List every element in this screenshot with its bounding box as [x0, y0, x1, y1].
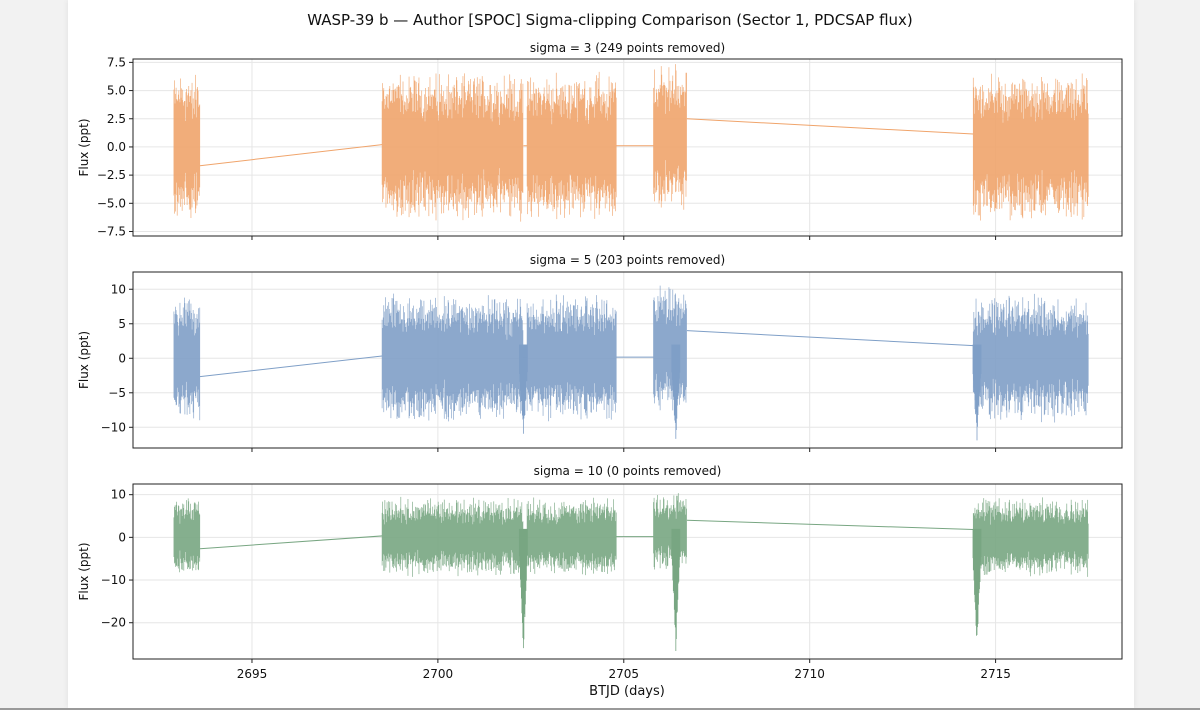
gap-connector-line	[199, 355, 383, 378]
gap-connector-line	[199, 535, 383, 550]
flux-series-segment	[173, 74, 201, 218]
x-tick-label: 2705	[609, 667, 640, 681]
transit-dip	[671, 344, 681, 439]
flux-series-segment	[173, 498, 201, 573]
x-axis-label: BTJD (days)	[589, 684, 665, 699]
y-tick-label: 2.5	[107, 112, 126, 126]
y-tick-label: 0.0	[107, 140, 126, 154]
flux-series-segment	[653, 285, 687, 411]
flux-series-segment	[972, 293, 1089, 423]
flux-series-segment	[653, 64, 687, 210]
panel-subtitle: sigma = 5 (203 points removed)	[530, 253, 725, 267]
flux-series-segment	[526, 71, 617, 220]
flux-series-segment	[381, 73, 524, 222]
y-tick-label: −20	[101, 616, 126, 630]
flux-series-segment	[381, 293, 524, 422]
flux-series-segment	[381, 496, 524, 577]
transit-dip	[671, 528, 681, 652]
gap-connector-line	[686, 330, 974, 347]
y-tick-label: −10	[101, 573, 126, 587]
panel-2: 10 5 0 −5 −10 sigma = 5 (203 points removed) F…	[77, 253, 1123, 452]
transit-dip	[518, 528, 528, 649]
y-tick-label: −5.0	[97, 196, 126, 210]
x-tick-label: 2700	[423, 667, 454, 681]
transit-dip	[972, 528, 982, 636]
x-tick-label: 2715	[980, 667, 1011, 681]
flux-series-segment	[526, 497, 617, 576]
transit-dip	[972, 344, 982, 441]
y-tick-label: −10	[101, 420, 126, 434]
y-tick-label: 0	[118, 351, 126, 365]
gap-connector-line	[199, 144, 383, 167]
axes-frame	[132, 271, 1123, 449]
y-tick-label: 7.5	[107, 55, 126, 69]
panel-1: 7.5 5.0 2.5 0.0 −2.5 −5.0 −7.5 sigma = 3 (249 p…	[77, 41, 1123, 240]
panel-subtitle: sigma = 3 (249 points removed)	[530, 41, 725, 55]
x-tick-label: 2710	[794, 667, 825, 681]
window-edge	[0, 708, 1200, 710]
y-axis-label: Flux (ppt)	[77, 118, 91, 176]
y-tick-label: 10	[111, 282, 126, 296]
y-tick-label: 5	[118, 317, 126, 331]
y-tick-label: −7.5	[97, 224, 126, 238]
flux-series-segment	[173, 297, 201, 421]
y-axis-label: Flux (ppt)	[77, 331, 91, 389]
flux-series-segment	[972, 497, 1089, 577]
y-axis-label: Flux (ppt)	[77, 542, 91, 600]
transit-dip	[518, 344, 528, 434]
gap-connector-line	[686, 118, 974, 135]
gap-connector-line	[686, 519, 974, 531]
flux-series-segment	[526, 294, 617, 422]
panel-subtitle: sigma = 10 (0 points removed)	[534, 464, 722, 478]
y-tick-label: −5	[108, 386, 126, 400]
figure-title: WASP-39 b — Author [SPOC] Sigma-clipping…	[307, 11, 913, 29]
y-tick-label: −2.5	[97, 168, 126, 182]
y-tick-label: 0	[118, 530, 126, 544]
x-tick-label: 2695	[237, 667, 268, 681]
y-tick-label: 5.0	[107, 84, 126, 98]
flux-series-segment	[653, 493, 687, 572]
axes-frame	[132, 483, 1123, 660]
flux-series-segment	[972, 73, 1089, 221]
y-tick-label: 10	[111, 488, 126, 502]
panel-3: 10 0 −10 −20 sigma = 10 (0 points removed) Fl…	[77, 464, 1123, 663]
axes-frame	[132, 58, 1123, 237]
